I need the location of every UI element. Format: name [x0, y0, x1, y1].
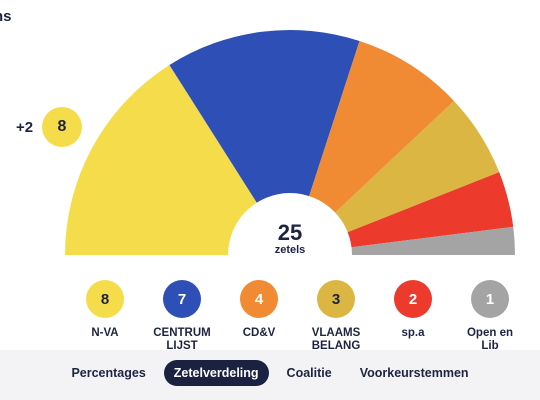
party-seat-badge: 3	[317, 280, 355, 318]
total-seats-value: 25	[277, 220, 303, 245]
clipped-header-label: ns	[0, 8, 12, 25]
party-name: sp.a	[401, 327, 425, 339]
party-legend: 8 N-VA 7 CENTRUM LIJST 4 CD&V 3 VLAAMS BELANG 2 s…	[55, 280, 540, 353]
hemicycle-slice-1	[169, 29, 360, 255]
party-name: CENTRUM LIJST	[153, 327, 211, 352]
hemicycle-slice-0	[65, 65, 290, 255]
party-seat-badge: 7	[163, 280, 201, 318]
party-seat-badge: 8	[86, 280, 124, 318]
hemicycle-slice-2	[290, 41, 455, 255]
party-seat-badge: 2	[394, 280, 432, 318]
view-tabs: Percentages Zetelverdeling Coalitie Voor…	[0, 360, 540, 386]
party-name: VLAAMS BELANG	[311, 327, 361, 352]
party-item-2: 4 CD&V	[209, 280, 309, 340]
party-name: N-VA	[91, 327, 119, 339]
seat-change-label: +2	[16, 119, 34, 136]
party-item-4: 2 sp.a	[363, 280, 463, 340]
seat-hemicycle-chart	[65, 29, 515, 260]
party-item-1: 7 CENTRUM LIJST	[132, 280, 232, 353]
party-name: Open en Lib	[466, 327, 513, 352]
hemicycle-slice-3	[290, 100, 500, 255]
tab-coalitie[interactable]: Coalitie	[286, 366, 332, 380]
tab-zetelverdeling[interactable]: Zetelverdeling	[163, 360, 269, 386]
tab-percentages[interactable]: Percentages	[71, 366, 146, 380]
party-item-3: 3 VLAAMS BELANG	[286, 280, 386, 353]
footer-bar	[0, 350, 540, 400]
total-seats-label: zetels	[274, 244, 306, 256]
party-seat-badge-highlight: 8	[42, 107, 82, 147]
tab-voorkeurstemmen[interactable]: Voorkeurstemmen	[359, 366, 469, 380]
total-seats: 25 zetels	[240, 220, 340, 257]
party-seat-badge: 1	[471, 280, 509, 318]
party-name: CD&V	[242, 327, 276, 339]
party-item-0: 8 N-VA	[55, 280, 155, 340]
party-item-5: 1 Open en Lib	[440, 280, 540, 353]
hemicycle-center-hole	[228, 193, 352, 260]
party-seat-badge: 4	[240, 280, 278, 318]
